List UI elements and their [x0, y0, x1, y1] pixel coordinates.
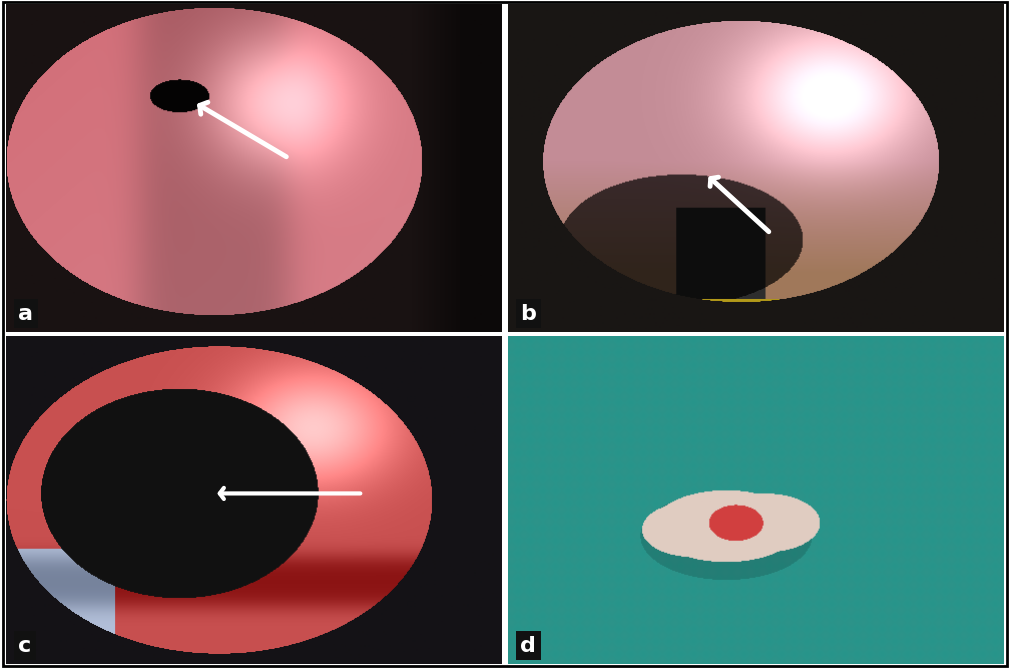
Text: d: d — [520, 636, 536, 656]
Text: a: a — [18, 304, 33, 324]
Text: c: c — [18, 636, 31, 656]
Text: b: b — [520, 304, 536, 324]
